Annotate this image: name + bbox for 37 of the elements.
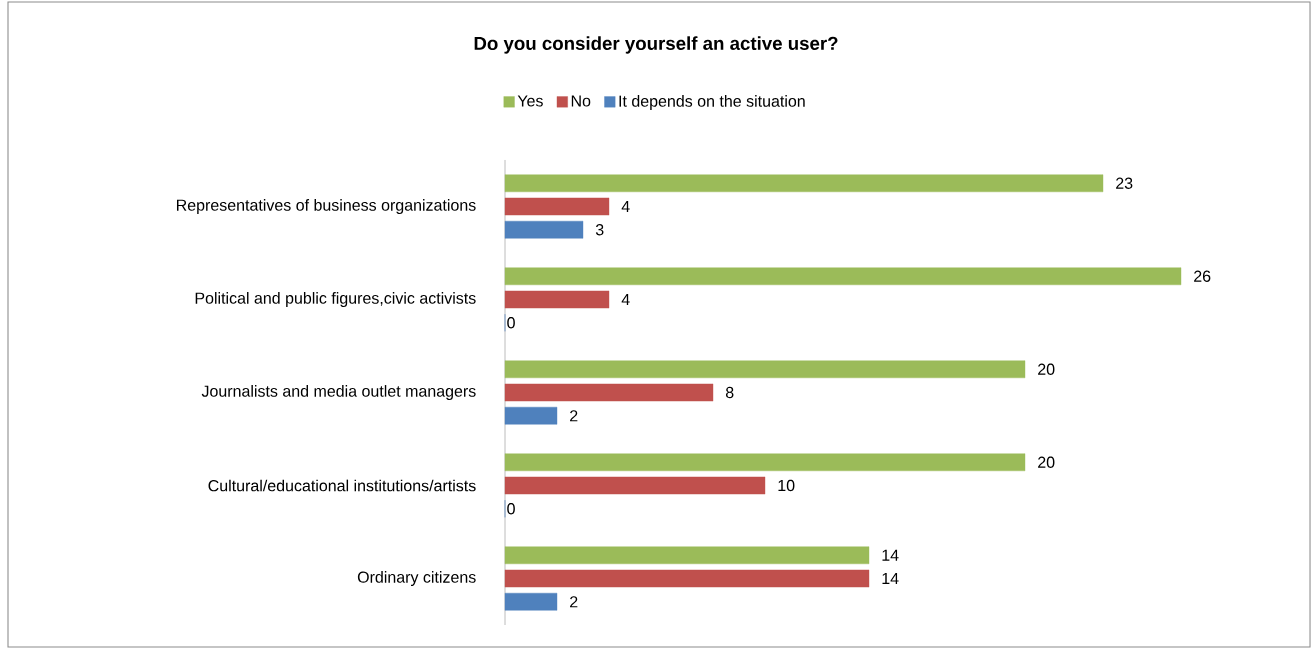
y-tick-label: Representatives of business organizations (176, 199, 476, 214)
bar (504, 453, 1026, 472)
data-label: 0 (507, 503, 515, 515)
bar (504, 174, 1104, 193)
bar (504, 220, 584, 239)
data-label: 23 (1116, 177, 1133, 189)
legend-label: No (571, 95, 591, 107)
data-label: 2 (570, 410, 578, 422)
data-label: 20 (1038, 363, 1055, 375)
bar (504, 592, 558, 611)
data-label: 4 (621, 201, 630, 212)
y-tick-label: Ordinary citizens (357, 571, 476, 586)
y-tick-label: Political and public figures,civic activists (195, 292, 476, 307)
bar (504, 546, 870, 565)
data-label: 3 (595, 224, 604, 236)
bar (504, 360, 1026, 379)
data-label: 10 (778, 479, 795, 492)
data-label: 14 (882, 549, 899, 561)
legend-label: Yes (517, 95, 543, 107)
data-label: 0 (507, 317, 515, 329)
bar (504, 476, 766, 495)
chart-title: Do you consider yourself an active user? (474, 36, 838, 54)
data-label: 4 (621, 294, 630, 306)
bar (504, 267, 1182, 286)
bar (504, 197, 610, 216)
data-label: 2 (570, 596, 578, 608)
bar (504, 406, 558, 425)
y-tick-label: Cultural/educational institutions/artists (208, 479, 476, 492)
bar (504, 383, 714, 402)
data-label: 8 (725, 386, 734, 399)
data-label: 14 (882, 573, 899, 585)
bar (504, 569, 870, 588)
data-label: 26 (1194, 270, 1211, 282)
y-tick-label: Journalists and media outlet managers (201, 385, 476, 400)
bar (504, 290, 610, 309)
data-label: 20 (1038, 456, 1055, 468)
legend-label: It depends on the situation (619, 95, 805, 110)
